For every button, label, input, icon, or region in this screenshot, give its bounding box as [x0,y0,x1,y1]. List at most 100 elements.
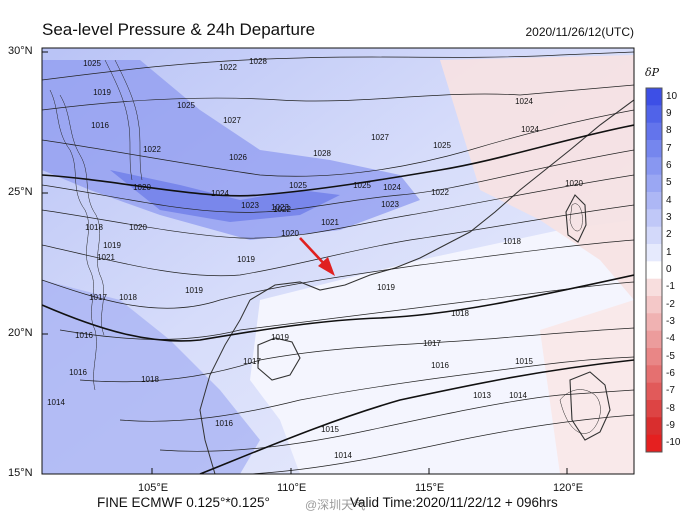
red-arrow-icon [299,237,335,276]
legend-label: 8 [666,125,672,137]
legend-swatch [646,209,662,228]
isobar-label: 1019 [103,241,121,250]
isobar-lines [42,51,634,474]
isobar-label: 1027 [223,116,241,125]
legend-label: -6 [666,368,675,379]
bold-isobars [42,124,634,474]
isobar-label: 1013 [473,391,491,400]
isobar-label: 1022 [273,205,291,214]
isobar-label: 1021 [97,253,115,262]
legend-swatch [646,330,662,349]
lat-label-20: 20°N [8,327,33,339]
isobar-label: 1023 [381,200,399,209]
isobar-label: 1024 [515,97,533,106]
legend-frame [645,87,663,453]
isobar-label: 1018 [85,223,103,232]
isobar-label: 1018 [503,237,521,246]
legend-swatch [646,244,662,262]
legend-swatch [646,400,662,418]
isobar-label: 1024 [383,183,401,192]
map-datetime: 2020/11/26/12(UTC) [525,25,634,39]
isobar-label: 1016 [215,419,233,428]
legend-label: 0 [666,264,672,275]
isobar-label: 1014 [509,391,527,400]
isobar-label: 1019 [377,283,395,292]
isobar-label: 1024 [521,125,539,134]
legend-swatch [646,88,662,106]
isobar-label: 1025 [353,181,371,190]
isobar-label: 1019 [93,88,111,97]
legend-label: -4 [666,333,675,345]
isobar-label: 1020 [133,183,151,192]
taiwan-island [565,194,587,243]
map-field: 1025 1028 1019 1016 1022 1025 1027 1026 1023 1028… [42,48,634,474]
isobar-label: 1017 [89,293,107,302]
lon-label-115: 115°E [415,482,445,494]
isobar-label: 1024 [211,189,229,198]
isobar-label: 1028 [249,57,267,66]
legend-label: 2 [666,229,672,241]
isobar-labels: 1025 1028 1019 1016 1022 1025 1027 1026 1023 1028… [47,57,583,460]
legend-swatch [646,365,662,384]
legend-label: 4 [666,194,672,206]
lon-label-120: 120°E [553,482,584,494]
isobar-label: 1020 [565,179,583,188]
isobar-label: 1019 [237,255,255,264]
isobar-label: 1015 [321,425,339,434]
legend-label: -10 [666,437,681,449]
isobar-label: 1023 [241,201,259,210]
isobar-label: 1014 [47,398,65,407]
isobar-label: 1019 [185,286,203,295]
legend-label: -7 [666,385,675,397]
legend-label: 10 [666,90,678,102]
lon-label-105: 105°E [138,482,169,494]
isobar-label: 1016 [91,121,109,130]
valid-time: Valid Time:2020/11/22/12 + 096hrs [350,495,558,510]
isobar-label: 1021 [321,218,339,227]
legend-swatch [646,278,662,297]
isobar-label: 1014 [334,451,352,460]
isobar-label: 1025 [433,141,451,150]
legend-label: 5 [666,177,672,189]
isobar-label: 1028 [313,149,331,158]
legend-label: 9 [666,108,672,119]
legend-swatch [646,122,662,141]
terrain-contours [49,59,601,434]
watermark: @深圳天气 [305,498,366,512]
luzon-island [569,371,611,441]
legend-label: -9 [666,420,675,431]
plot-frame [41,47,635,475]
legend-label: 7 [666,142,672,154]
legend-swatch [646,348,662,366]
hainan-island [257,337,301,381]
isobar-label: 1022 [143,145,161,154]
isobar-label: 1025 [177,101,195,110]
legend-swatch [646,434,662,453]
legend-swatch [646,296,662,314]
legend-swatch [646,174,662,193]
isobar-label: 1019 [271,333,289,342]
legend-swatch [646,140,662,158]
isobar-label: 1022 [219,63,237,72]
china-coastline [249,99,634,301]
legend-label: -1 [666,281,675,293]
legend-label: -8 [666,402,675,414]
legend-label: 1 [666,246,672,258]
color-legend [645,87,663,453]
legend-swatch [646,226,662,245]
axis-ticks [42,51,568,475]
isobar-label: 1025 [289,181,307,190]
isobar-label: 1018 [451,309,469,318]
lat-label-30: 30°N [8,45,33,57]
isobar-label: 1017 [243,357,261,366]
isobar-label: 1020 [129,223,147,232]
legend-swatch [646,382,662,401]
legend-label: 3 [666,212,672,223]
isobar-label: 1022 [431,188,449,197]
isobar-label: 1023 [271,203,289,212]
legend-swatch [646,417,662,436]
model-footer: FINE ECMWF 0.125°*0.125° [97,495,270,510]
isobar-label: 1016 [69,368,87,377]
isobar-label: 1016 [75,331,93,340]
